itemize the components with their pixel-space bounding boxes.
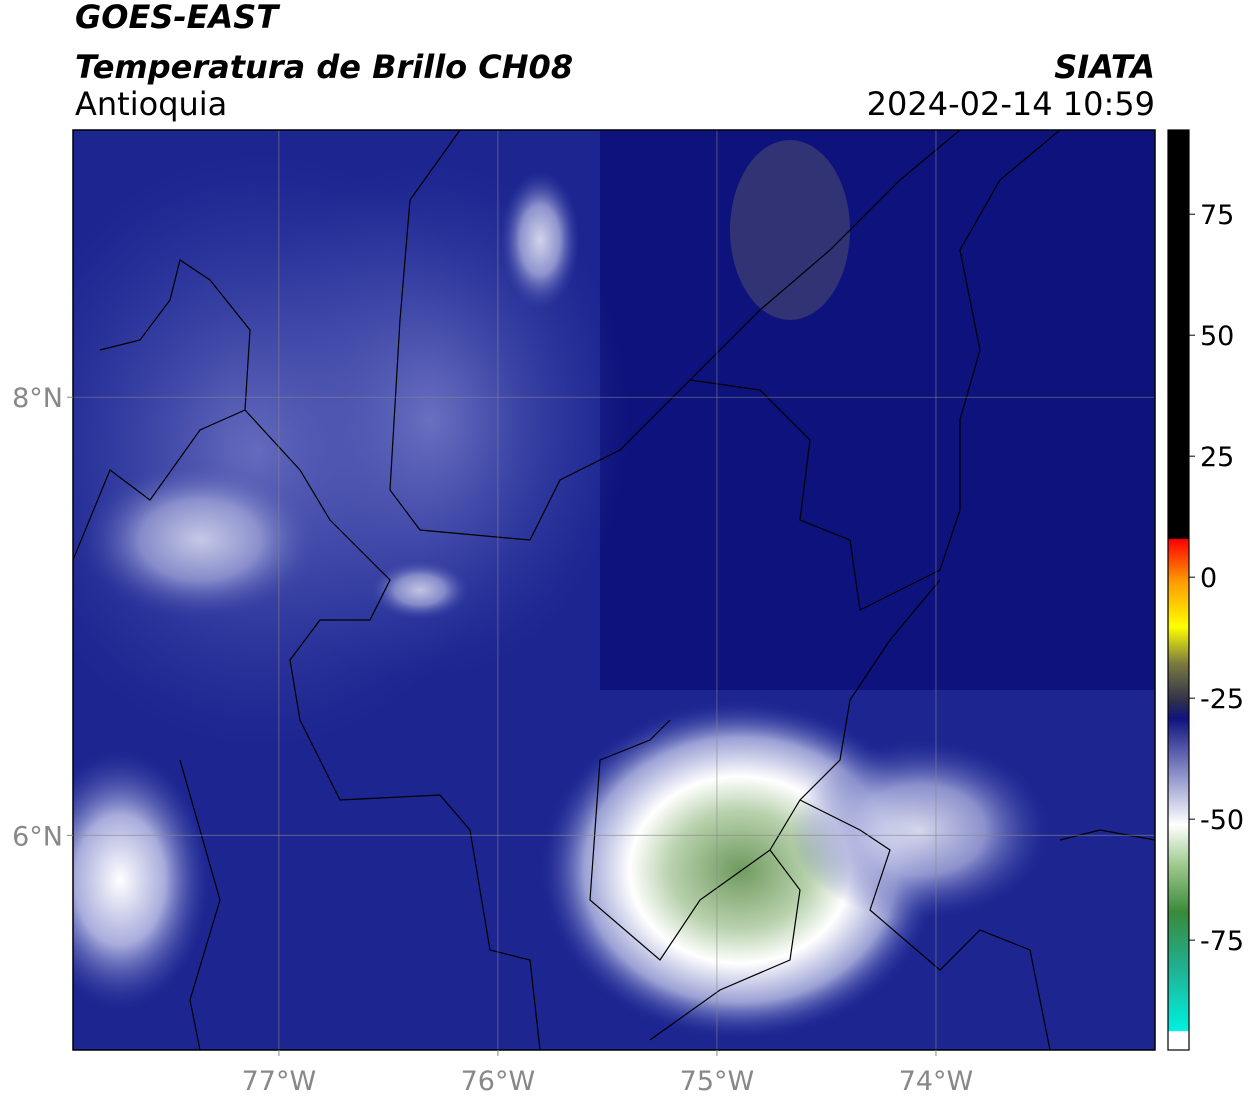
region: Antioquia <box>75 85 227 123</box>
cold-region <box>600 130 1155 690</box>
title: GOES-EAST <box>75 0 280 36</box>
colorbar-tick-label: -50 <box>1200 805 1244 836</box>
map-frame <box>72 129 1156 1051</box>
lat-tick-label: 8°N <box>12 383 63 414</box>
lon-tick-label: 74°W <box>899 1066 974 1097</box>
colorbar-tick-label: 25 <box>1200 442 1234 473</box>
cloud <box>500 170 580 310</box>
cloud <box>790 740 1050 920</box>
datetime: 2024-02-14 10:59 <box>867 85 1155 123</box>
colorbar-tick-label: 75 <box>1200 200 1234 231</box>
subtitle: Temperatura de Brillo CH08 <box>75 48 573 86</box>
lon-tick-label: 76°W <box>461 1066 536 1097</box>
borders <box>73 130 1155 1050</box>
colorbar <box>1167 129 1190 1051</box>
satellite-image <box>73 130 1155 1050</box>
colorbar-tick-label: -75 <box>1200 926 1244 957</box>
colorbar-tick-label: 0 <box>1200 563 1217 594</box>
colorbar-tick-label: -25 <box>1200 684 1244 715</box>
source: SIATA <box>1054 48 1155 86</box>
colorbar-tick-label: 50 <box>1200 321 1234 352</box>
grid <box>73 130 1155 1050</box>
lat-tick-label: 6°N <box>12 821 63 852</box>
lon-tick-label: 75°W <box>680 1066 755 1097</box>
cloud <box>80 460 320 620</box>
cloud <box>73 750 210 1010</box>
lon-tick-label: 77°W <box>242 1066 317 1097</box>
cloud <box>370 560 470 620</box>
warm-patch <box>730 140 850 320</box>
